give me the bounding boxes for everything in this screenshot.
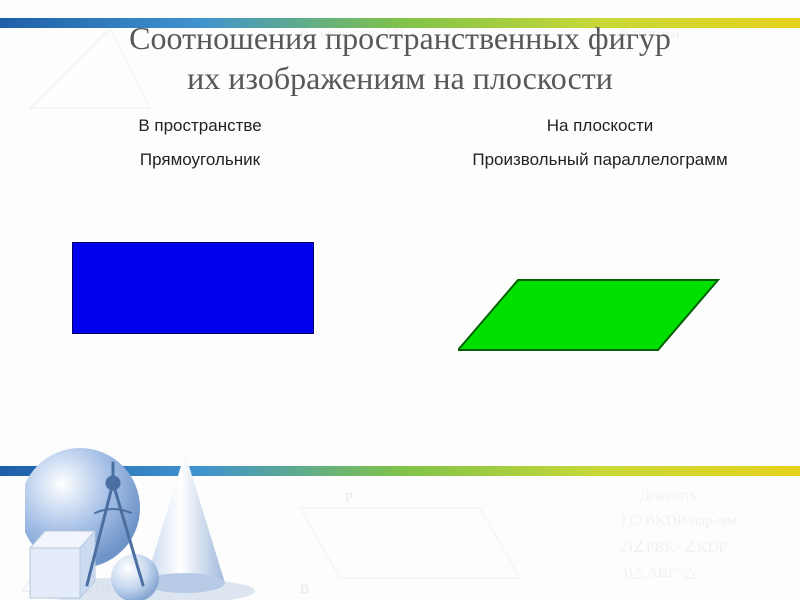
columns-header: В пространстве Прямоугольник На плоскост… <box>0 116 800 180</box>
bg-formula: 1)□ BKDP-пар-мм <box>620 513 736 530</box>
green-parallelogram <box>458 210 728 360</box>
bg-formula: Доказать <box>640 488 697 505</box>
slide-title: Соотношения пространственных фигур их из… <box>0 18 800 98</box>
parallelogram-polygon <box>458 280 718 350</box>
title-line-2: их изображениям на плоскости <box>187 60 613 96</box>
blue-rectangle <box>72 242 314 334</box>
deco-cube <box>30 531 95 598</box>
right-column: На плоскости Произвольный параллелограмм <box>420 116 780 180</box>
left-column: В пространстве Прямоугольник <box>20 116 380 180</box>
bg-formula: 2)∠PBK=∠KDP <box>620 538 727 557</box>
svg-text:B: B <box>300 582 309 597</box>
shapes-row <box>0 210 800 365</box>
title-line-1: Соотношения пространственных фигур <box>129 20 671 56</box>
right-subheader: Произвольный параллелограмм <box>420 150 780 170</box>
parallelogram-shape <box>458 210 728 365</box>
left-header: В пространстве <box>20 116 380 136</box>
bg-parallelogram-sketch: B P <box>300 488 560 600</box>
decorative-3d-cluster <box>25 413 285 600</box>
right-header: На плоскости <box>420 116 780 136</box>
slide-content: Соотношения пространственных фигур их из… <box>0 18 800 365</box>
svg-text:P: P <box>345 491 353 506</box>
deco-svg <box>25 413 285 600</box>
left-subheader: Прямоугольник <box>20 150 380 170</box>
rectangle-shape <box>72 242 314 334</box>
bg-formula: 3)△ ABP=△ <box>620 563 696 582</box>
